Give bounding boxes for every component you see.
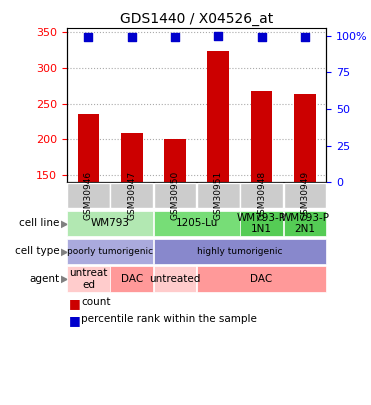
Bar [121, 133, 142, 182]
Text: agent: agent [29, 274, 59, 284]
Point [129, 34, 135, 40]
Text: percentile rank within the sample: percentile rank within the sample [81, 314, 257, 324]
Text: WM793: WM793 [91, 218, 129, 228]
Text: ▶: ▶ [61, 218, 69, 228]
Text: DAC: DAC [250, 274, 273, 284]
Text: WM793-P
2N1: WM793-P 2N1 [280, 213, 329, 234]
Text: count: count [81, 297, 111, 307]
Text: ▶: ▶ [61, 246, 69, 256]
Bar [78, 114, 99, 182]
Bar [251, 92, 272, 182]
Text: cell line: cell line [19, 218, 59, 228]
Text: ■: ■ [69, 297, 81, 310]
Text: cell type: cell type [15, 246, 59, 256]
Title: GDS1440 / X04526_at: GDS1440 / X04526_at [120, 12, 273, 26]
Text: poorly tumorigenic: poorly tumorigenic [67, 247, 153, 256]
Point [259, 34, 265, 40]
Text: untreat
ed: untreat ed [69, 269, 108, 290]
Point [302, 34, 308, 40]
Text: ▶: ▶ [61, 274, 69, 284]
Point [215, 32, 221, 39]
Text: highly tumorigenic: highly tumorigenic [197, 247, 283, 256]
Text: untreated: untreated [149, 274, 201, 284]
Text: DAC: DAC [121, 274, 143, 284]
Point [85, 34, 91, 40]
Text: ■: ■ [69, 314, 81, 327]
Bar [207, 51, 229, 182]
Text: GSM30948: GSM30948 [257, 171, 266, 220]
Text: GSM30947: GSM30947 [127, 171, 136, 220]
Text: 1205-Lu: 1205-Lu [175, 218, 218, 228]
Point [172, 34, 178, 40]
Text: GSM30949: GSM30949 [301, 171, 309, 220]
Text: WM793-P
1N1: WM793-P 1N1 [237, 213, 286, 234]
Text: GSM30950: GSM30950 [171, 171, 180, 220]
Text: GSM30951: GSM30951 [214, 171, 223, 220]
Text: GSM30946: GSM30946 [84, 171, 93, 220]
Bar [164, 139, 186, 182]
Bar [294, 94, 316, 182]
